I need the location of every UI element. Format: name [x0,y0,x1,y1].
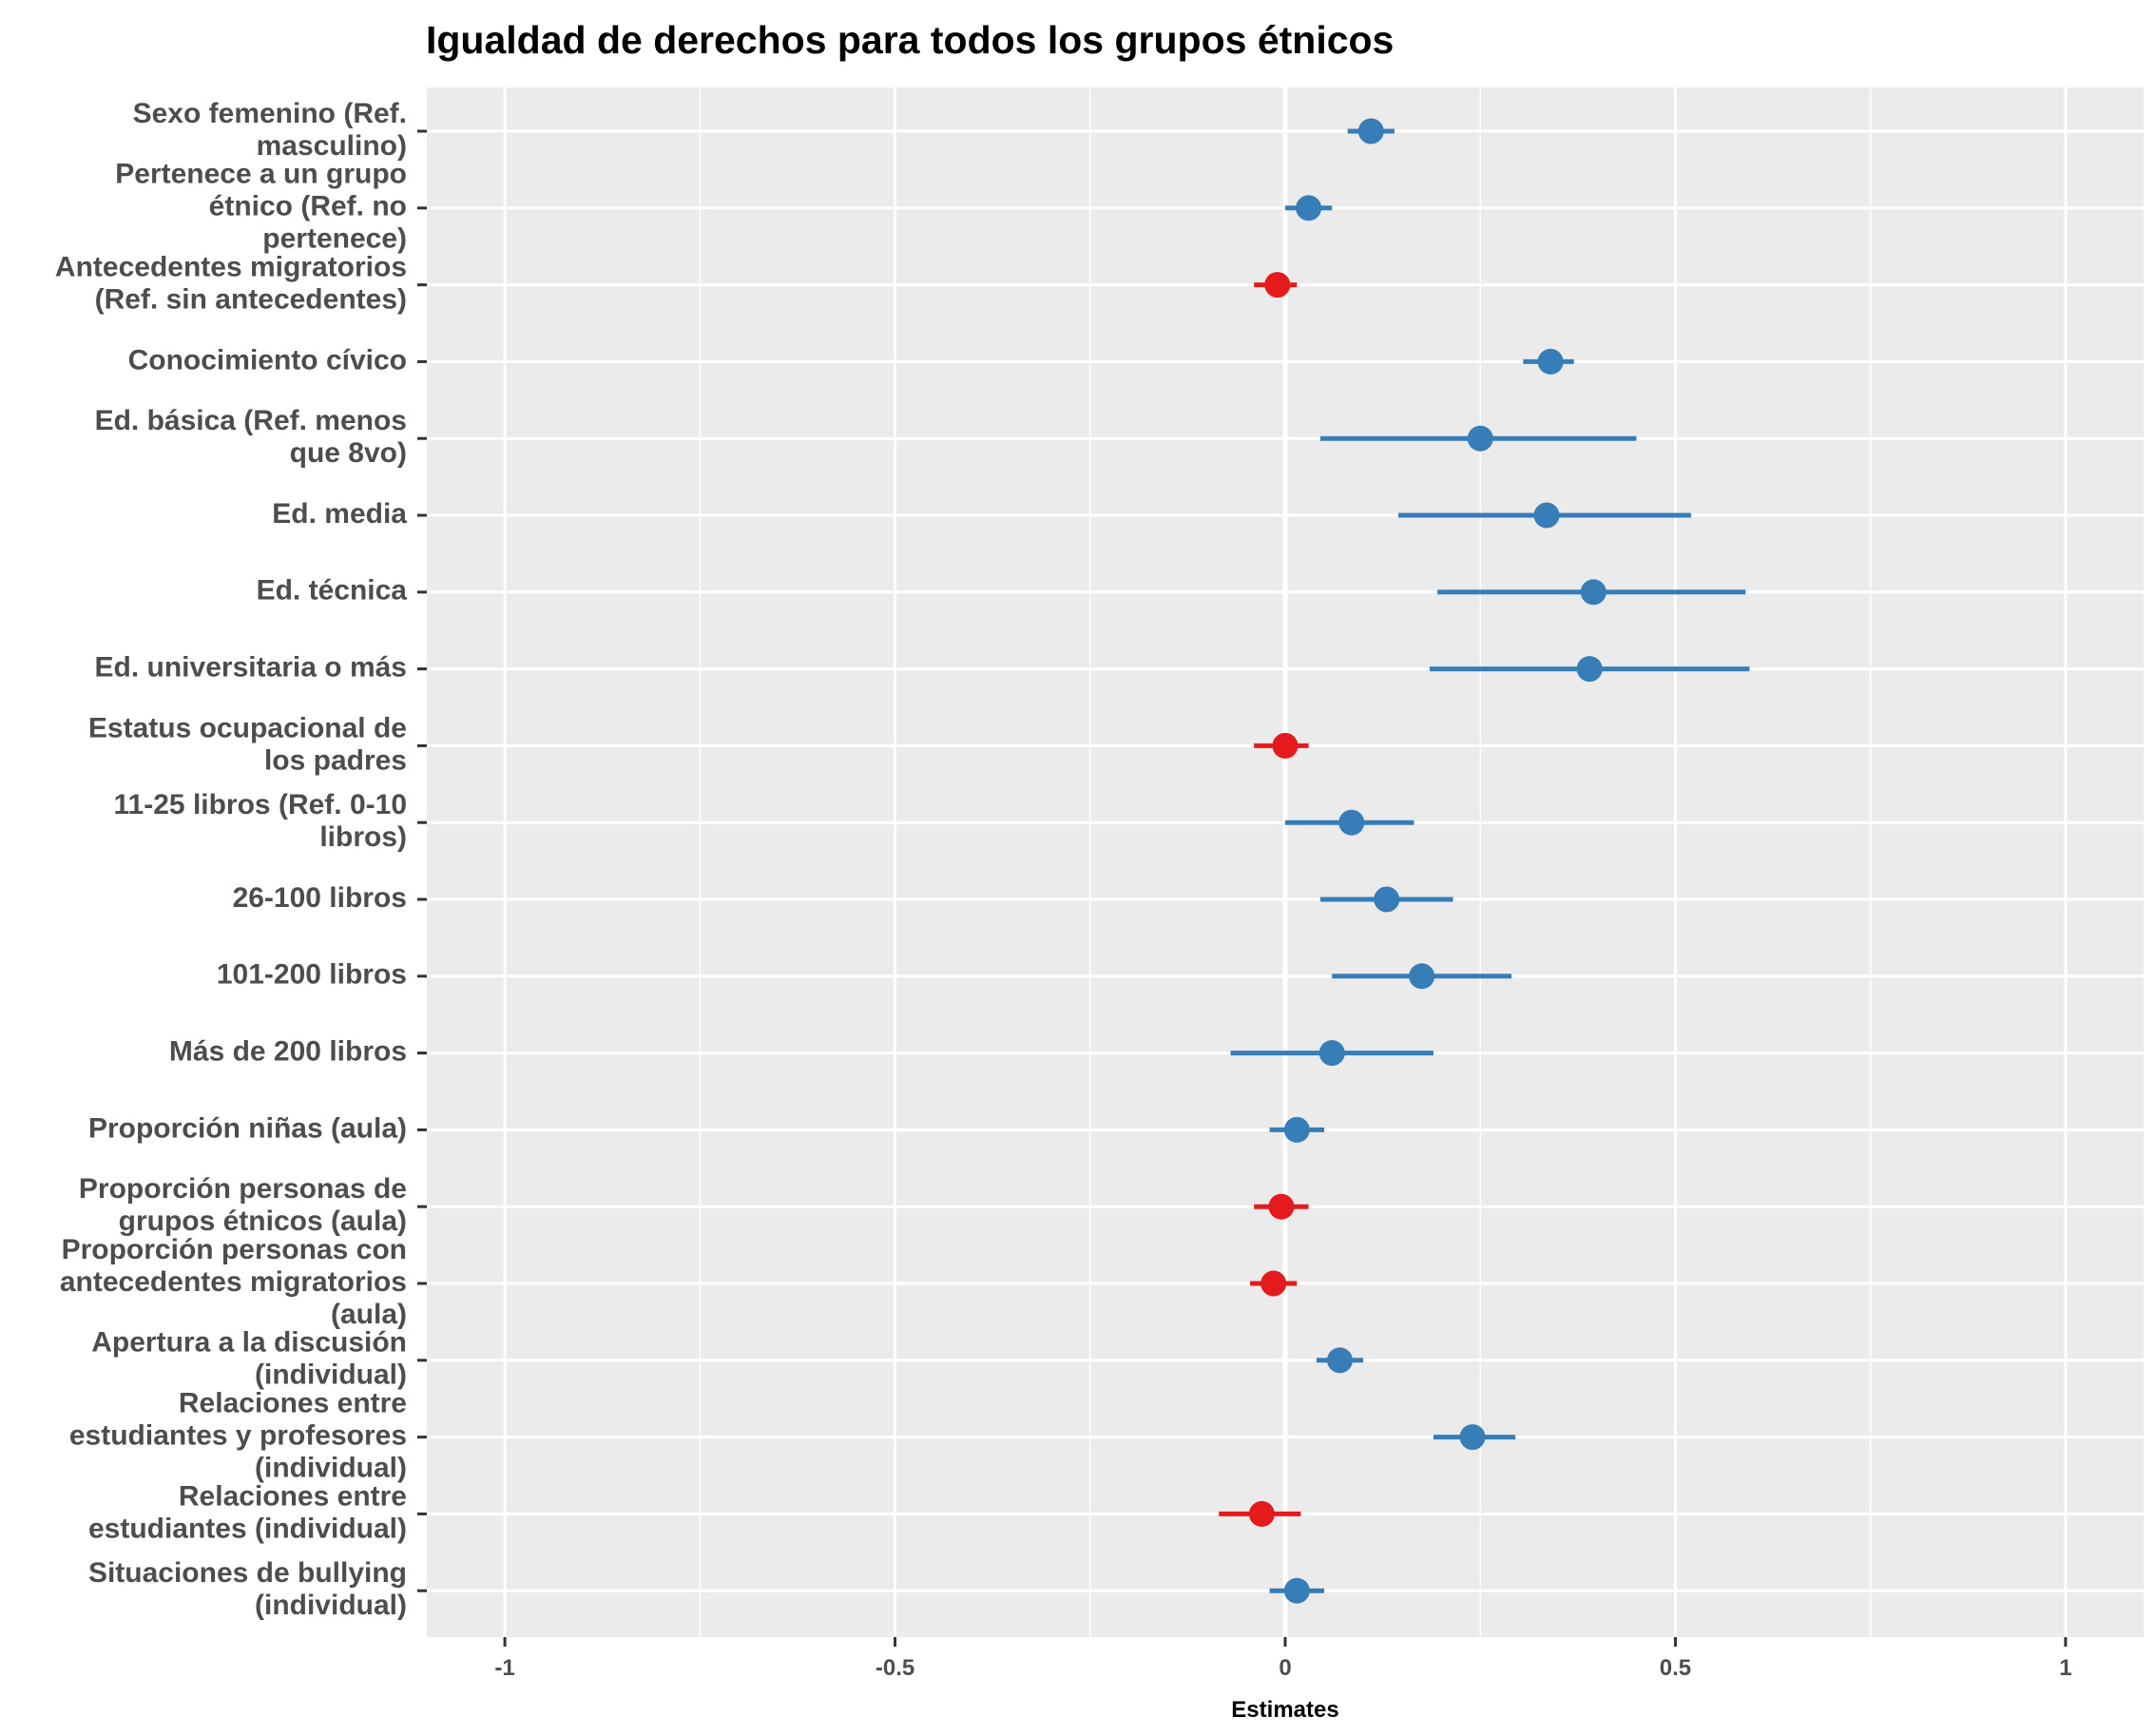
y-tick-label: 101-200 libros [217,959,407,991]
y-tick-label: los padres [264,744,407,776]
point-estimate [1326,1347,1353,1374]
estimate-marks [1219,118,1750,1604]
x-tick-label: -1 [494,1655,514,1681]
x-axis-label: Estimates [1231,1697,1338,1723]
y-tick-label: Antecedentes migratorios [55,252,407,283]
y-tick-label: Sexo femenino (Ref. [133,98,407,129]
y-tick-label: Ed. técnica [257,575,408,607]
y-tick-label: antecedentes migratorios [60,1266,407,1298]
y-tick-label: libros) [319,821,407,853]
point-estimate [1318,1040,1345,1067]
point-estimate [1576,656,1603,683]
y-tick-label: Pertenece a un grupo [115,159,407,190]
point-estimate [1338,809,1365,836]
point-estimate [1374,886,1400,913]
y-tick-label: (individual) [255,1360,407,1391]
y-tick-label: estudiantes (individual) [88,1513,407,1544]
point-estimate [1283,1577,1310,1604]
point-estimate [1459,1424,1486,1451]
y-tick-label: (individual) [255,1453,407,1484]
x-tick-label: 0.5 [1660,1655,1691,1681]
y-tick-label: 26-100 libros [233,882,407,914]
x-axis: -1 -0.5 0 0.5 1 [494,1637,2072,1681]
y-tick-label: Ed. media [272,498,407,530]
y-tick-label: Situaciones de bullying [88,1557,407,1589]
point-estimate [1467,425,1493,452]
point-estimate [1248,1500,1275,1527]
y-tick-label: Relaciones entre [179,1480,407,1512]
y-tick-label: Más de 200 libros [169,1036,407,1068]
y-tick-label: Relaciones entre [179,1388,407,1419]
y-tick-label: (Ref. sin antecedentes) [95,284,407,316]
y-tick-label: masculino) [257,130,407,162]
point-estimate [1260,1270,1287,1297]
chart-title: Igualdad de derechos para todos los grup… [426,18,1394,62]
y-tick-label: estudiantes y profesores [69,1420,407,1452]
y-tick-label: que 8vo) [290,437,407,469]
y-tick-label: étnico (Ref. no [209,191,407,222]
point-estimate [1533,502,1560,529]
point-estimate [1264,272,1291,299]
y-tick-label: Conocimiento cívico [128,344,407,376]
point-estimate [1357,118,1384,145]
y-tick-label: Estatus ocupacional de [88,712,407,743]
y-tick-label: Apertura a la discusión [91,1327,407,1359]
x-tick-label: 1 [2059,1655,2071,1681]
y-tick-label: (aula) [331,1299,407,1330]
y-axis: Sexo femenino (Ref.masculino)Pertenece a… [55,98,427,1621]
y-tick-label: Ed. universitaria o más [95,652,407,684]
point-estimate [1537,348,1564,375]
y-tick-label: Ed. básica (Ref. menos [95,405,407,436]
point-estimate [1272,732,1299,759]
point-estimate [1268,1193,1295,1220]
point-estimate [1409,963,1435,990]
minor-gridlines [699,87,1872,1637]
y-tick-label: (individual) [255,1590,407,1621]
point-estimate [1283,1116,1310,1143]
y-tick-label: Proporción personas de [79,1173,407,1205]
y-tick-label: 11-25 libros (Ref. 0-10 [114,789,407,820]
x-tick-label: -0.5 [875,1655,914,1681]
point-estimate [1580,579,1607,606]
y-tick-label: Proporción personas con [62,1234,407,1265]
point-estimate [1296,195,1322,222]
x-tick-label: 0 [1279,1655,1291,1681]
y-tick-label: grupos étnicos (aula) [119,1206,407,1237]
y-tick-label: pertenece) [262,223,407,255]
y-tick-label: Proporción niñas (aula) [88,1112,407,1144]
